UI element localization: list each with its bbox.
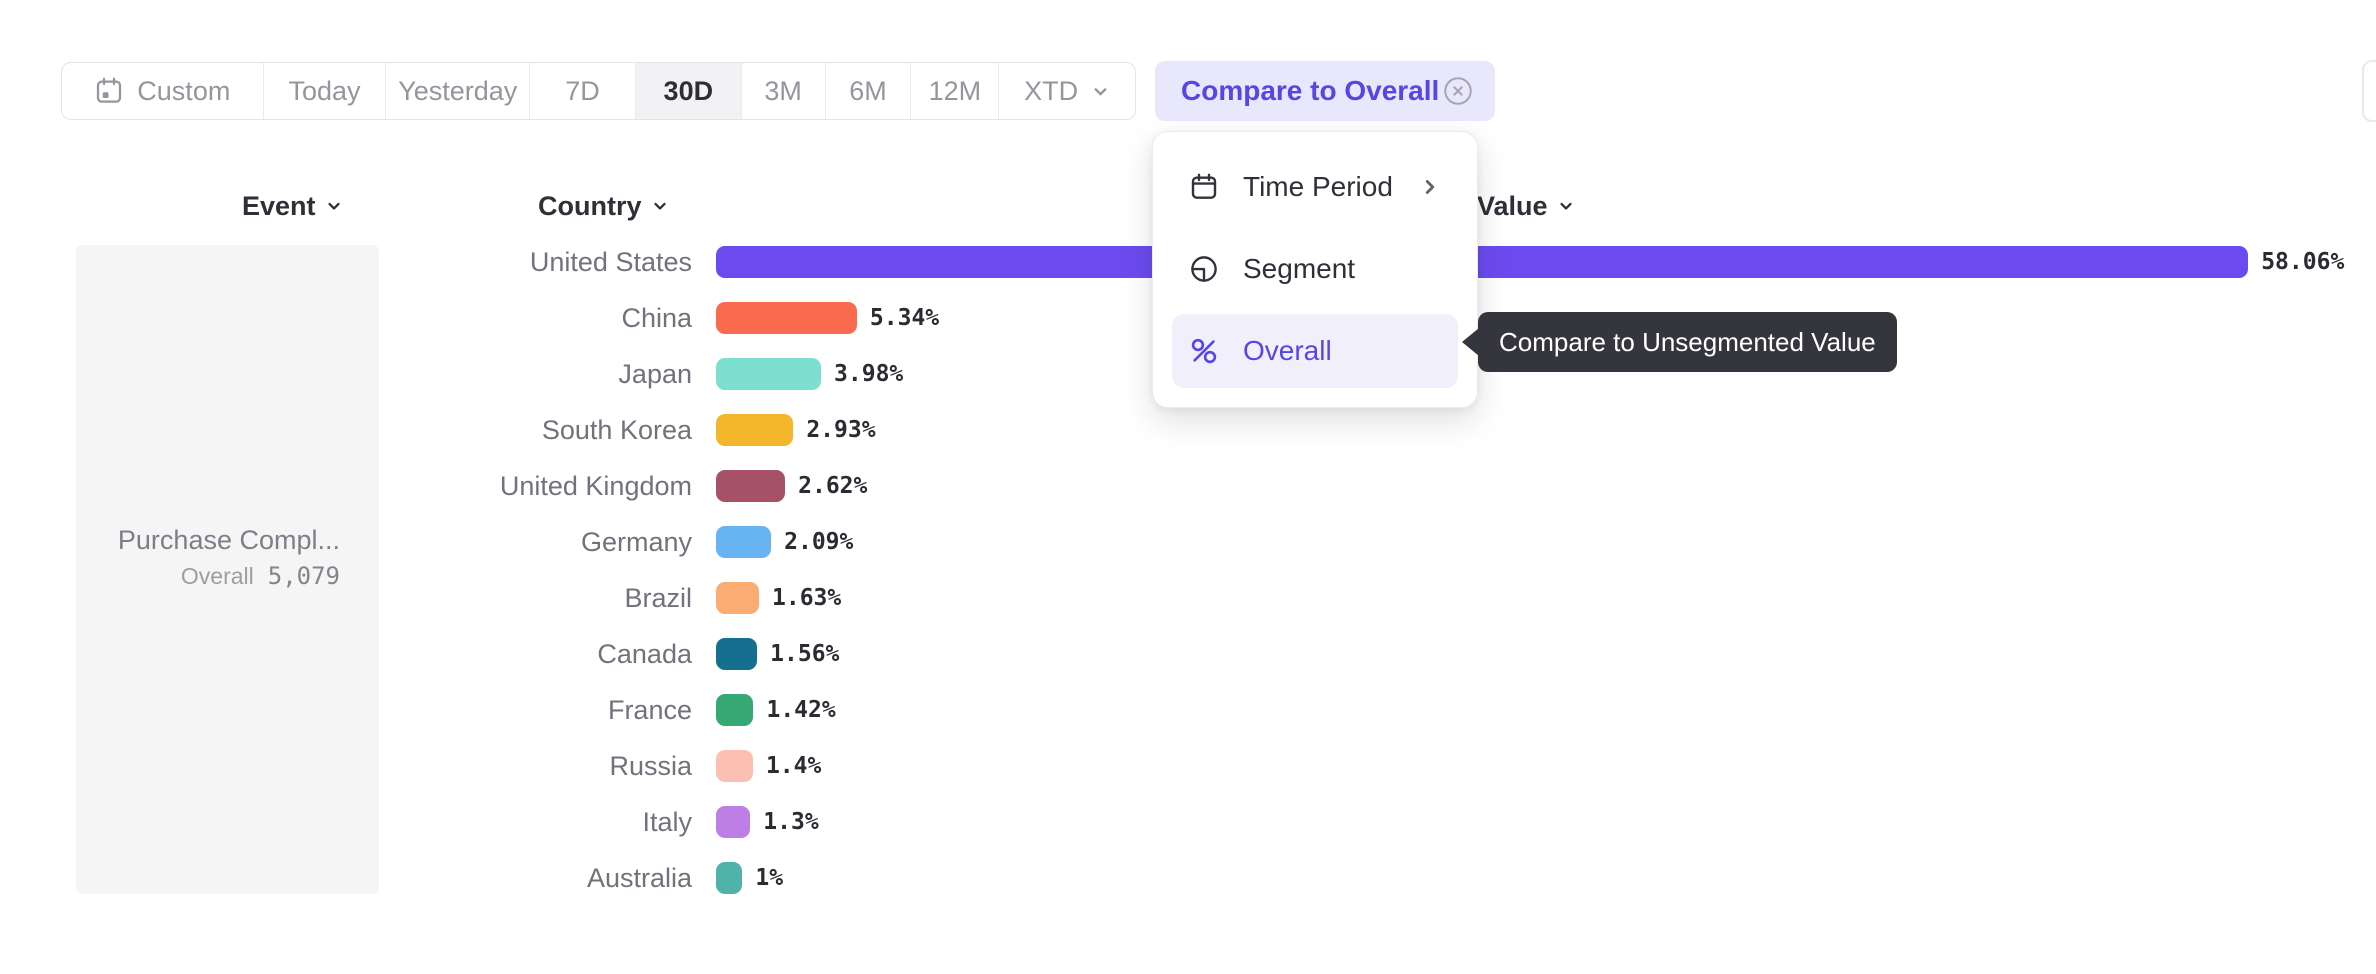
compare-button-label: Compare to Overall [1181,75,1440,106]
date-range-label: 12M [928,75,982,106]
bar-value-label: 3.98% [834,361,904,387]
date-range-label: Today [288,75,361,106]
date-range-6m[interactable]: 6M [826,63,912,119]
bar-value-label: 1.4% [765,753,822,779]
bar-japan[interactable] [716,358,822,390]
bar-category-label: Canada [597,639,692,669]
bar-category-label: France [607,695,692,725]
menu-item-segment[interactable]: Segment [1153,228,1477,310]
bar-category-label: Japan [618,359,692,389]
bar-value-label: 58.06% [2261,249,2345,275]
bar-united-kingdom[interactable] [716,470,786,502]
tooltip: Compare to Unsegmented Value [1462,312,1897,372]
percent-icon [1189,336,1219,366]
date-range-30d[interactable]: 30D [635,63,742,119]
bar-value-label: 2.93% [806,417,876,443]
bar-value-label: 1.63% [772,585,842,611]
date-range-label: 3M [764,75,802,106]
bar-canada[interactable] [716,638,758,670]
bar-united-states[interactable] [716,246,2249,278]
bar-category-label: China [621,303,692,333]
date-range-label: Yesterday [398,75,518,106]
overall-value: 5,079 [267,562,340,590]
menu-item-label: Overall [1243,335,1332,366]
date-range-yesterday[interactable]: Yesterday [386,63,531,119]
bar-china[interactable] [716,302,857,334]
menu-item-time-period[interactable]: Time Period [1153,146,1477,228]
chevron-down-icon [1557,197,1575,215]
bar-value-label: 1.42% [766,697,836,723]
bar-france[interactable] [716,694,754,726]
bar-category-label: Russia [609,751,692,781]
date-range-label: Custom [137,75,231,106]
menu-item-label: Segment [1243,253,1356,284]
column-header-country-label: Country [538,190,642,221]
bar-category-label: Australia [586,863,692,893]
bar-russia[interactable] [716,750,753,782]
date-range-3m[interactable]: 3M [742,63,826,119]
date-range-7d[interactable]: 7D [530,63,636,119]
date-range-12m[interactable]: 12M [911,63,1000,119]
event-overall-row: Overall 5,079 [181,563,340,589]
bar-value-label: 2.62% [798,473,868,499]
chevron-right-icon [1419,176,1441,198]
bar-category-label: Italy [642,807,692,837]
chevron-down-icon [1091,82,1110,101]
bar-italy[interactable] [716,806,751,838]
overall-label: Overall [180,563,254,589]
bar-category-label: United States [529,247,692,277]
date-range-label: XTD [1024,75,1079,106]
date-range-label: 7D [565,75,600,106]
calendar-menu-icon [1189,172,1219,202]
bar-value-label: 1.56% [770,641,840,667]
bar-value-label: 5.34% [869,305,940,331]
date-range-custom[interactable]: Custom [62,63,264,119]
tooltip-text: Compare to Unsegmented Value [1478,312,1897,372]
date-range-label: 30D [663,75,714,106]
column-header-country[interactable]: Country [538,190,669,222]
bar-category-label: United Kingdom [499,471,692,501]
bar-germany[interactable] [716,526,772,558]
bar-brazil[interactable] [716,582,760,614]
clipped-edge-button[interactable] [2362,60,2376,122]
bar-value-label: 1% [755,865,784,891]
tooltip-arrow [1462,328,1479,356]
date-range-today[interactable]: Today [264,63,387,119]
date-range-label: 6M [849,75,887,106]
event-card[interactable]: Purchase Compl... Overall 5,079 [76,245,379,894]
bar-category-label: South Korea [541,415,692,445]
column-header-event-label: Event [242,190,316,221]
bar-australia[interactable] [716,862,743,894]
menu-item-label: Time Period [1243,171,1393,202]
bar-value-label: 2.09% [784,529,854,555]
bar-category-label: Brazil [624,583,692,613]
compare-to-overall-button[interactable]: Compare to Overall [1155,61,1495,121]
menu-item-overall[interactable]: Overall [1172,314,1458,388]
bar-south-korea[interactable] [716,414,794,446]
date-range-toolbar: Custom Today Yesterday 7D 30D 3M 6M 12M XTD [61,62,1136,120]
event-name: Purchase Compl... [117,525,340,555]
column-header-value[interactable]: Value [1477,190,1575,222]
bar-category-label: Germany [580,527,692,557]
date-range-xtd[interactable]: XTD [999,63,1135,119]
bar-value-label: 1.3% [763,809,819,835]
segment-icon [1189,254,1219,284]
column-header-value-label: Value [1477,190,1548,221]
column-header-event[interactable]: Event [242,190,343,222]
chevron-down-icon [325,197,343,215]
calendar-icon [94,76,124,106]
close-circle-icon[interactable] [1443,76,1473,106]
compare-dropdown-menu: Time Period Segment Overall [1152,131,1478,408]
chevron-down-icon [651,197,669,215]
